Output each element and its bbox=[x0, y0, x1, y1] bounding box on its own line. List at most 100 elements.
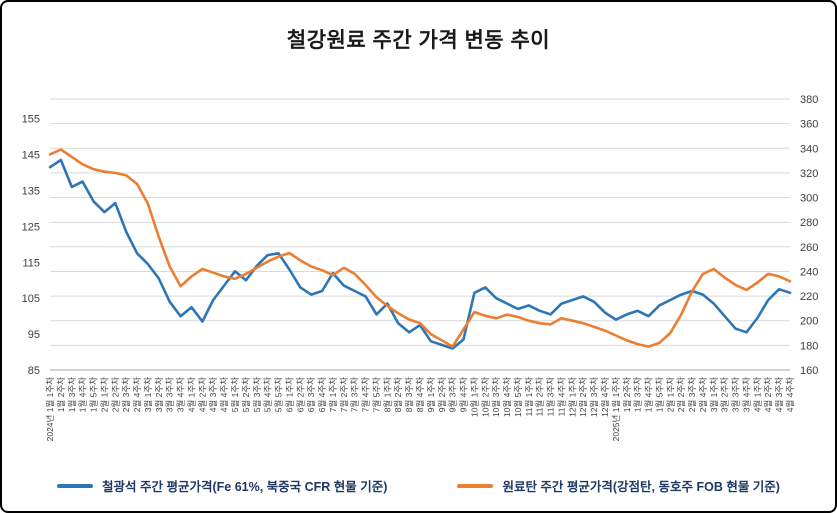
chart-title: 철강원료 주간 가격 변동 추이 bbox=[286, 29, 551, 52]
svg-text:180: 180 bbox=[800, 340, 818, 352]
svg-text:2월 3주차: 2월 3주차 bbox=[687, 377, 697, 412]
svg-text:4월 1주차: 4월 1주차 bbox=[752, 377, 762, 412]
svg-text:1월 5주차: 1월 5주차 bbox=[654, 377, 664, 412]
coking-coal-line-swatch bbox=[457, 483, 494, 488]
svg-text:3월 1주차: 3월 1주차 bbox=[143, 377, 153, 412]
svg-text:2월 2주차: 2월 2주차 bbox=[110, 377, 120, 412]
svg-text:12월 3주차: 12월 3주차 bbox=[589, 377, 599, 417]
right-axis-labels: 160 180 200 220 240 260 280 300 320 340 360 380 bbox=[800, 94, 818, 377]
svg-text:4월 4주차: 4월 4주차 bbox=[785, 377, 795, 412]
svg-text:160: 160 bbox=[800, 365, 818, 377]
svg-text:8월 2주차: 8월 2주차 bbox=[393, 377, 403, 412]
svg-text:7월 2주차: 7월 2주차 bbox=[339, 377, 349, 412]
svg-text:10월 3주차: 10월 3주차 bbox=[491, 377, 501, 417]
svg-text:7월 5주차: 7월 5주차 bbox=[372, 377, 382, 412]
svg-text:5월 1주차: 5월 1주차 bbox=[230, 377, 240, 412]
svg-text:4월 3주차: 4월 3주차 bbox=[208, 377, 218, 412]
svg-text:10월 1주차: 10월 1주차 bbox=[469, 377, 479, 417]
svg-text:12월 4주차: 12월 4주차 bbox=[600, 377, 610, 417]
svg-text:3월 3주차: 3월 3주차 bbox=[165, 377, 175, 412]
svg-text:2024년 1월 1주차: 2024년 1월 1주차 bbox=[45, 377, 55, 442]
svg-text:2월 4주차: 2월 4주차 bbox=[132, 377, 142, 412]
svg-text:5월 2주차: 5월 2주차 bbox=[241, 377, 251, 412]
svg-text:360: 360 bbox=[800, 119, 818, 131]
svg-text:260: 260 bbox=[800, 242, 818, 254]
svg-text:200: 200 bbox=[800, 316, 818, 328]
svg-text:12월 2주차: 12월 2주차 bbox=[578, 377, 588, 417]
svg-text:11월 3주차: 11월 3주차 bbox=[546, 377, 556, 417]
svg-text:115: 115 bbox=[22, 257, 40, 269]
gridlines bbox=[50, 98, 790, 371]
svg-text:2월 4주차: 2월 4주차 bbox=[698, 377, 708, 412]
svg-text:8월 4주차: 8월 4주차 bbox=[415, 377, 425, 412]
svg-text:8월 3주차: 8월 3주차 bbox=[404, 377, 414, 412]
svg-text:3월 1주차: 3월 1주차 bbox=[709, 377, 719, 412]
svg-text:12월 1주차: 12월 1주차 bbox=[567, 377, 577, 417]
svg-text:4월 1주차: 4월 1주차 bbox=[187, 377, 197, 412]
svg-text:2025년 1월 1주차: 2025년 1월 1주차 bbox=[611, 377, 621, 442]
svg-text:6월 3주차: 6월 3주차 bbox=[306, 377, 316, 412]
svg-text:320: 320 bbox=[800, 168, 818, 180]
series-line-0 bbox=[48, 158, 792, 350]
svg-text:11월 2주차: 11월 2주차 bbox=[535, 377, 545, 417]
svg-text:155: 155 bbox=[22, 114, 40, 126]
svg-text:11월 4주차: 11월 4주차 bbox=[557, 377, 567, 417]
svg-text:340: 340 bbox=[800, 143, 818, 155]
series-line-1 bbox=[48, 148, 792, 348]
legend-item-coking-coal: 원료탄 주간 평균가격(강점탄, 동호주 FOB 현물 기준) bbox=[457, 476, 780, 495]
svg-text:1월 4주차: 1월 4주차 bbox=[644, 377, 654, 412]
svg-text:2월 2주차: 2월 2주차 bbox=[676, 377, 686, 412]
svg-text:10월 4주차: 10월 4주차 bbox=[502, 377, 512, 417]
svg-text:4월 2주차: 4월 2주차 bbox=[197, 377, 207, 412]
svg-text:1월 5주차: 1월 5주차 bbox=[89, 377, 99, 412]
svg-text:3월 4주차: 3월 4주차 bbox=[176, 377, 186, 412]
svg-text:10월 2주차: 10월 2주차 bbox=[480, 377, 490, 417]
svg-text:145: 145 bbox=[22, 150, 40, 162]
svg-text:6월 2주차: 6월 2주차 bbox=[295, 377, 305, 412]
svg-text:5월 3주차: 5월 3주차 bbox=[252, 377, 262, 412]
svg-text:6월 4주차: 6월 4주차 bbox=[317, 377, 327, 412]
svg-text:1월 3주차: 1월 3주차 bbox=[633, 377, 643, 412]
svg-text:1월 3주차: 1월 3주차 bbox=[67, 377, 77, 412]
svg-text:9월 2주차: 9월 2주차 bbox=[437, 377, 447, 412]
svg-text:4월 2주차: 4월 2주차 bbox=[763, 377, 773, 412]
svg-text:105: 105 bbox=[22, 293, 40, 305]
svg-text:8월 1주차: 8월 1주차 bbox=[382, 377, 392, 412]
svg-text:4월 4주차: 4월 4주차 bbox=[219, 377, 229, 412]
left-axis-labels: 85 95 105 115 125 135 145 155 bbox=[22, 114, 40, 377]
svg-text:1월 2주차: 1월 2주차 bbox=[622, 377, 632, 412]
svg-text:3월 4주차: 3월 4주차 bbox=[742, 377, 752, 412]
iron-ore-line-swatch bbox=[57, 483, 94, 488]
svg-text:220: 220 bbox=[800, 291, 818, 303]
svg-text:1월 4주차: 1월 4주차 bbox=[78, 377, 88, 412]
svg-text:11월 1주차: 11월 1주차 bbox=[524, 377, 534, 417]
legend-label-coking-coal: 원료탄 주간 평균가격(강점탄, 동호주 FOB 현물 기준) bbox=[502, 480, 780, 494]
legend-label-iron-ore: 철광석 주간 평균가격(Fe 61%, 북중국 CFR 현물 기준) bbox=[102, 480, 388, 494]
svg-text:4월 3주차: 4월 3주차 bbox=[774, 377, 784, 412]
svg-text:95: 95 bbox=[28, 329, 40, 341]
svg-text:9월 1주차: 9월 1주차 bbox=[426, 377, 436, 412]
line-chart: 160 180 200 220 240 260 280 300 320 340 360 380 85 95… bbox=[22, 94, 819, 442]
svg-text:3월 3주차: 3월 3주차 bbox=[731, 377, 741, 412]
svg-text:6월 1주차: 6월 1주차 bbox=[284, 377, 294, 412]
x-axis-labels: 2024년 1월 1주차 1월 2주차 1월 3주차 1월 4주차 1월 5주차 2월 1… bbox=[45, 377, 795, 442]
svg-text:85: 85 bbox=[28, 365, 40, 377]
svg-text:5월 5주차: 5월 5주차 bbox=[274, 377, 284, 412]
svg-text:7월 4주차: 7월 4주차 bbox=[361, 377, 371, 412]
svg-text:280: 280 bbox=[800, 217, 818, 229]
svg-text:9월 4주차: 9월 4주차 bbox=[459, 377, 469, 412]
svg-text:2월 3주차: 2월 3주차 bbox=[121, 377, 131, 412]
svg-text:300: 300 bbox=[800, 193, 818, 205]
legend-item-iron-ore: 철광석 주간 평균가격(Fe 61%, 북중국 CFR 현물 기준) bbox=[57, 476, 387, 495]
svg-text:3월 2주차: 3월 2주차 bbox=[720, 377, 730, 412]
svg-text:135: 135 bbox=[22, 186, 40, 198]
svg-text:7월 1주차: 7월 1주차 bbox=[328, 377, 338, 412]
svg-text:125: 125 bbox=[22, 221, 40, 233]
svg-text:240: 240 bbox=[800, 267, 818, 279]
svg-text:9월 3주차: 9월 3주차 bbox=[448, 377, 458, 412]
svg-text:2월 1주차: 2월 1주차 bbox=[99, 377, 109, 412]
svg-text:3월 2주차: 3월 2주차 bbox=[154, 377, 164, 412]
svg-text:380: 380 bbox=[800, 94, 818, 106]
svg-text:2월 1주차: 2월 1주차 bbox=[665, 377, 675, 412]
